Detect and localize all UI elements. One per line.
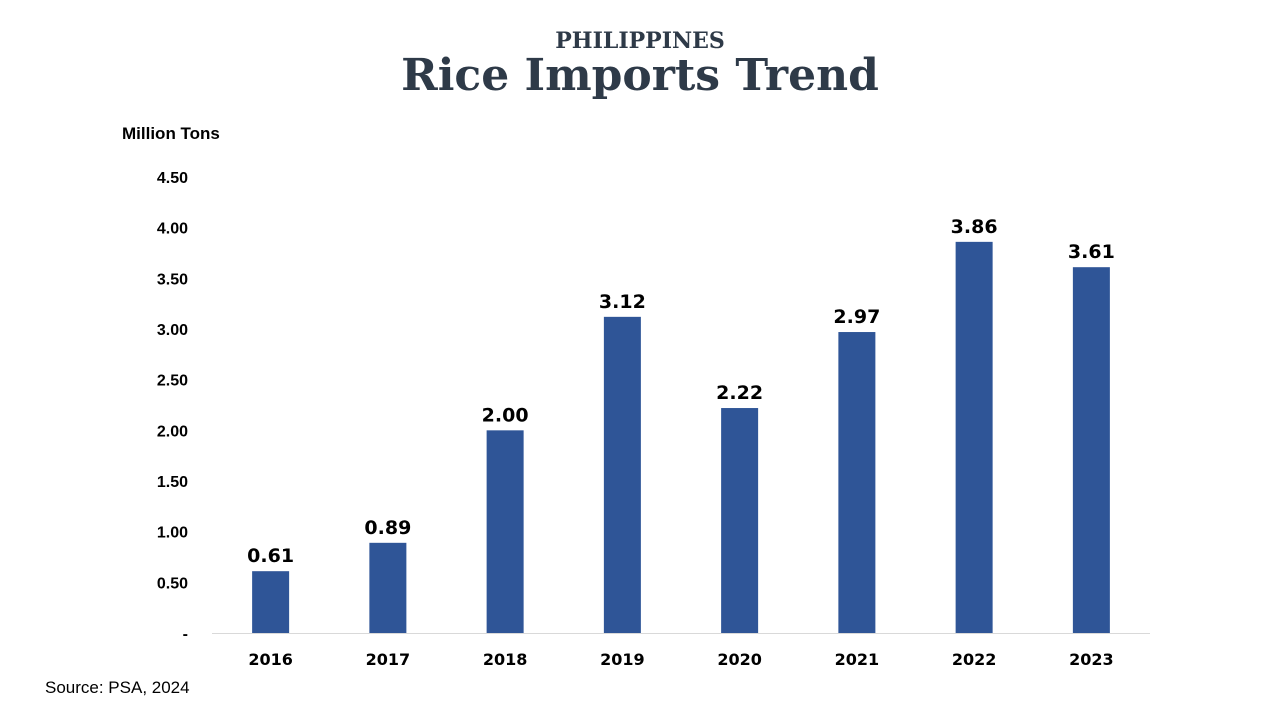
x-tick-label: 2022 — [952, 650, 997, 669]
data-label: 3.61 — [1068, 241, 1115, 263]
bar-2021 — [838, 332, 876, 633]
x-tick-label: 2023 — [1069, 650, 1114, 669]
data-label: 0.61 — [247, 545, 294, 567]
y-axis-unit-label: Million Tons — [122, 124, 220, 143]
chart-title: Rice Imports Trend — [401, 50, 879, 101]
y-tick-label: 2.00 — [157, 423, 188, 440]
x-tick-label: 2018 — [483, 650, 528, 669]
data-label: 0.89 — [364, 517, 411, 539]
y-tick-label: 0.50 — [157, 575, 188, 592]
bar-2019 — [603, 316, 641, 633]
bar-2023 — [1072, 267, 1110, 633]
y-tick-label: 1.00 — [157, 525, 188, 542]
y-tick-label: 4.00 — [157, 221, 188, 238]
x-tick-label: 2016 — [248, 650, 293, 669]
x-tick-label: 2021 — [835, 650, 880, 669]
bar-2020 — [721, 408, 759, 633]
bar-2022 — [955, 241, 993, 633]
bar-2016 — [252, 571, 290, 633]
source-note: Source: PSA, 2024 — [45, 678, 190, 697]
y-tick-label: 4.50 — [157, 170, 188, 187]
y-tick-label: - — [183, 626, 188, 643]
x-tick-label: 2017 — [366, 650, 411, 669]
y-tick-label: 3.50 — [157, 271, 188, 288]
y-tick-label: 2.50 — [157, 373, 188, 390]
data-label: 2.22 — [716, 382, 763, 404]
x-tick-label: 2020 — [717, 650, 762, 669]
data-label: 2.97 — [833, 306, 880, 328]
bar-2017 — [369, 542, 407, 633]
x-tick-label: 2019 — [600, 650, 645, 669]
chart-supertitle: PHILIPPINES — [555, 28, 725, 54]
data-label: 3.12 — [599, 291, 646, 313]
data-label: 3.86 — [951, 216, 998, 238]
data-label: 2.00 — [482, 404, 529, 426]
y-tick-label: 1.50 — [157, 474, 188, 491]
y-tick-label: 3.00 — [157, 322, 188, 339]
bar-2018 — [486, 430, 524, 633]
